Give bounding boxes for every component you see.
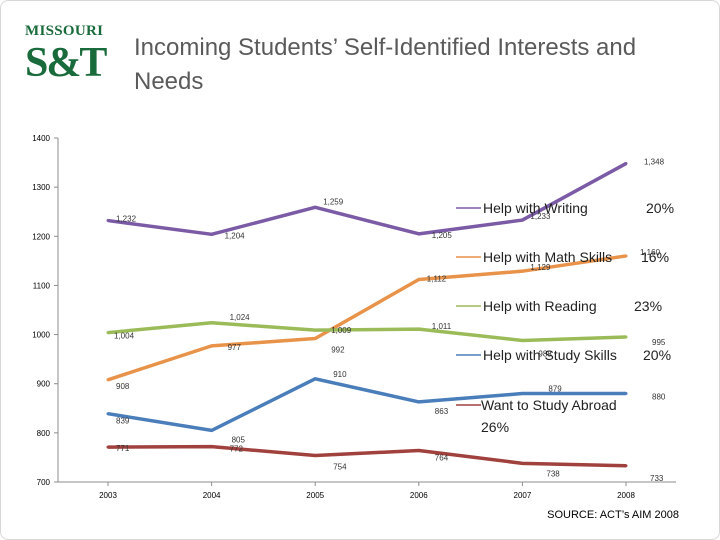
- data-point: [417, 232, 421, 236]
- y-tick-label: 1100: [33, 281, 51, 290]
- legend-entry-name: Help with Reading: [483, 298, 597, 314]
- data-point: [417, 327, 421, 331]
- y-tick-label: 1000: [32, 331, 50, 340]
- data-label: 995: [652, 338, 666, 347]
- data-label: 1,009: [331, 326, 352, 335]
- data-point: [210, 232, 214, 236]
- y-tick-label: 700: [37, 478, 51, 487]
- data-label: 977: [228, 343, 242, 352]
- x-tick-label: 2006: [410, 491, 428, 500]
- series-line-3: [107, 377, 626, 433]
- data-label: 1,024: [230, 313, 251, 322]
- y-tick-label: 1400: [32, 134, 50, 143]
- data-point: [417, 278, 421, 282]
- data-label: 1,348: [644, 158, 665, 167]
- y-tick-label: 1200: [32, 232, 50, 241]
- logo-top-text: MISSOURI: [25, 23, 104, 39]
- data-point: [106, 378, 110, 382]
- source-note: SOURCE: ACT’s AIM 2008: [547, 509, 679, 521]
- legend-entry-pct: 20%: [646, 200, 674, 216]
- data-point: [313, 205, 317, 209]
- data-point: [624, 254, 628, 258]
- data-point: [624, 162, 628, 166]
- data-label: 738: [546, 469, 560, 478]
- series-line-0: [107, 162, 627, 237]
- data-label: 1,205: [432, 231, 453, 240]
- series-line-2: [107, 321, 627, 343]
- data-label: 1,004: [114, 332, 135, 341]
- data-label: 839: [116, 417, 130, 426]
- data-point: [210, 344, 214, 348]
- data-label: 1,204: [225, 231, 246, 240]
- data-point: [520, 269, 524, 273]
- data-label: 1,160: [640, 248, 661, 257]
- data-label: 1,011: [432, 322, 452, 331]
- data-label: 805: [232, 435, 246, 444]
- x-tick-label: 2004: [203, 491, 221, 500]
- data-point: [520, 218, 524, 222]
- data-label: 771: [116, 444, 130, 453]
- data-label: 992: [331, 346, 345, 355]
- series-line-1: [107, 254, 627, 382]
- data-point: [624, 464, 628, 468]
- data-label: 1,233: [530, 212, 551, 221]
- data-point: [106, 219, 110, 223]
- legend-entry-pct: 20%: [643, 347, 671, 363]
- data-label: 1,112: [427, 275, 447, 284]
- data-label: 879: [548, 385, 562, 394]
- data-point: [313, 377, 317, 381]
- data-label: 910: [333, 370, 347, 379]
- y-tick-label: 900: [37, 380, 51, 389]
- data-label: 908: [116, 382, 130, 391]
- data-point: [624, 335, 628, 339]
- data-point: [520, 392, 524, 396]
- data-point: [106, 412, 110, 416]
- legend-entry-name: Help with Writing: [483, 200, 588, 216]
- data-label: 1,232: [116, 215, 137, 224]
- data-label: 764: [435, 454, 449, 463]
- legend-entry-name: Help with Study Skills: [483, 347, 617, 363]
- legend-entry-pct: 16%: [641, 249, 669, 265]
- series-line-4: [107, 444, 627, 468]
- data-label: 733: [650, 474, 664, 483]
- missouri-st-logo: MISSOURI S&T: [25, 23, 107, 89]
- data-point: [106, 331, 110, 335]
- x-tick-label: 2007: [514, 491, 532, 500]
- data-point: [210, 321, 214, 325]
- data-label: 880: [652, 393, 666, 402]
- data-label: 772: [230, 445, 244, 454]
- legend-entry-pct: 26%: [481, 419, 509, 435]
- legend-entry-name: Help with Math Skills: [483, 249, 612, 265]
- y-tick-label: 1300: [32, 183, 50, 192]
- data-label: 1,259: [323, 197, 344, 206]
- data-point: [624, 392, 628, 396]
- data-point: [520, 338, 524, 342]
- data-label: 754: [333, 462, 347, 471]
- x-tick-label: 2003: [99, 491, 117, 500]
- x-tick-label: 2008: [617, 491, 635, 500]
- data-point: [313, 453, 317, 457]
- legend-entry-pct: 23%: [634, 298, 662, 314]
- data-point: [313, 328, 317, 332]
- data-point: [210, 445, 214, 449]
- logo-main-text: S&T: [25, 40, 107, 86]
- y-tick-label: 800: [37, 429, 51, 438]
- page-title: Incoming Students’ Self-Identified Inter…: [134, 34, 637, 95]
- data-label: 988: [538, 349, 552, 358]
- data-point: [417, 400, 421, 404]
- x-tick-label: 2005: [306, 491, 324, 500]
- data-point: [210, 428, 214, 432]
- data-point: [417, 449, 421, 453]
- data-label: 1,129: [530, 263, 551, 272]
- data-label: 863: [435, 407, 449, 416]
- data-point: [106, 445, 110, 449]
- legend-entry-name: Want to Study Abroad: [481, 397, 617, 413]
- data-point: [313, 337, 317, 341]
- data-point: [520, 461, 524, 465]
